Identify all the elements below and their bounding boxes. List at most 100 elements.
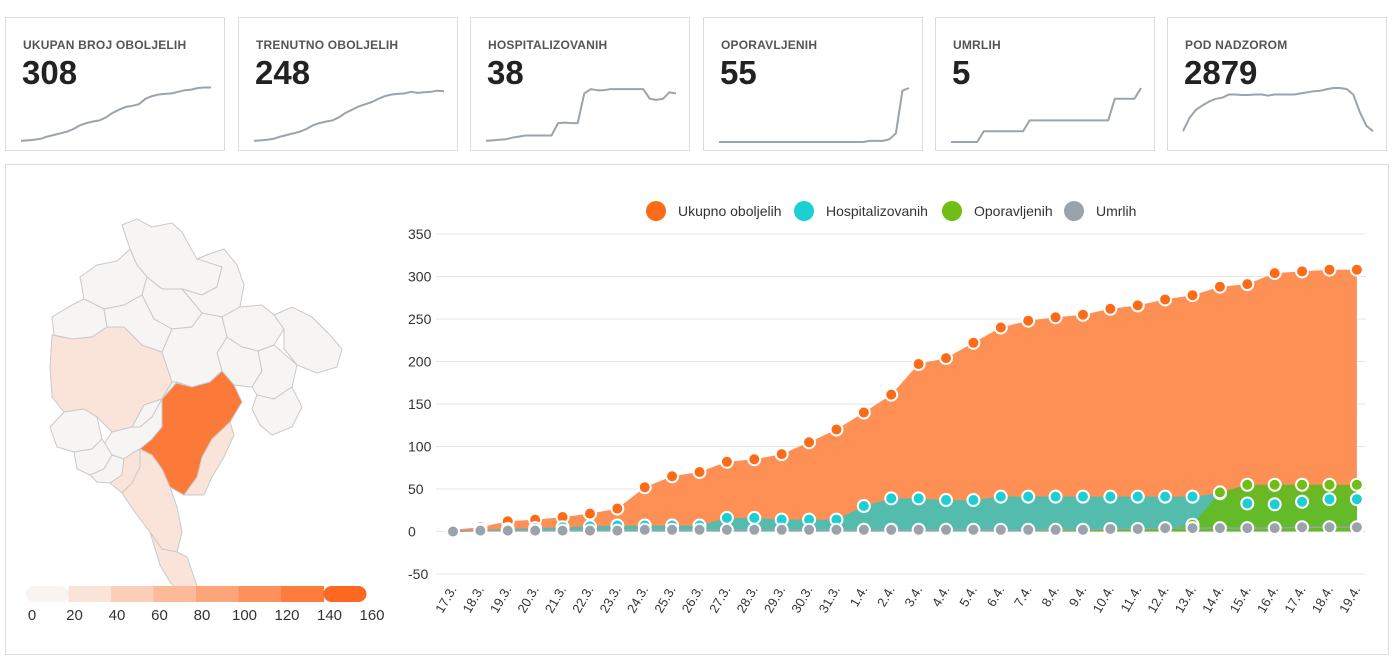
data-point[interactable] xyxy=(1267,477,1282,492)
legend-item[interactable]: Umrlih xyxy=(1064,201,1136,221)
data-point[interactable] xyxy=(966,522,981,537)
data-point[interactable] xyxy=(1212,485,1227,500)
data-point[interactable] xyxy=(582,523,597,538)
data-point[interactable] xyxy=(747,522,762,537)
data-point[interactable] xyxy=(637,522,652,537)
data-point[interactable] xyxy=(1295,264,1310,279)
data-point[interactable] xyxy=(719,522,734,537)
data-point[interactable] xyxy=(1295,494,1310,509)
data-point[interactable] xyxy=(1349,520,1364,535)
data-point[interactable] xyxy=(1349,477,1364,492)
data-point[interactable] xyxy=(856,499,871,513)
data-point[interactable] xyxy=(1267,497,1282,512)
data-point[interactable] xyxy=(1322,492,1337,507)
data-point[interactable] xyxy=(1349,492,1364,507)
data-point[interactable] xyxy=(1158,521,1173,536)
data-point[interactable] xyxy=(884,522,899,537)
data-point[interactable] xyxy=(1212,521,1227,536)
data-point[interactable] xyxy=(993,522,1008,537)
data-point[interactable] xyxy=(1240,496,1255,511)
data-point[interactable] xyxy=(1322,262,1337,277)
data-point[interactable] xyxy=(939,351,954,366)
data-point[interactable] xyxy=(802,435,817,450)
region-gusinje[interactable] xyxy=(251,386,303,436)
data-point[interactable] xyxy=(610,501,625,516)
data-point[interactable] xyxy=(665,469,680,484)
stat-card: POD NADZOROM 2879 xyxy=(1167,17,1387,151)
data-point[interactable] xyxy=(610,523,625,538)
data-point[interactable] xyxy=(1048,310,1063,325)
data-point[interactable] xyxy=(500,523,515,538)
x-tick-label: 5.4. xyxy=(956,583,980,609)
data-point[interactable] xyxy=(1103,521,1118,536)
data-point[interactable] xyxy=(774,522,789,537)
data-point[interactable] xyxy=(1021,313,1036,328)
data-point[interactable] xyxy=(1322,520,1337,535)
data-point[interactable] xyxy=(856,522,871,537)
data-point[interactable] xyxy=(1075,489,1090,504)
region-tuzi[interactable] xyxy=(183,421,235,496)
data-point[interactable] xyxy=(911,522,926,537)
data-point[interactable] xyxy=(555,523,570,538)
data-point[interactable] xyxy=(1185,521,1200,536)
data-point[interactable] xyxy=(1267,521,1282,536)
data-point[interactable] xyxy=(1240,521,1255,536)
data-point[interactable] xyxy=(473,523,488,538)
data-point[interactable] xyxy=(1295,477,1310,492)
data-point[interactable] xyxy=(1322,477,1337,492)
data-point[interactable] xyxy=(774,447,789,462)
data-point[interactable] xyxy=(1158,489,1173,504)
data-point[interactable] xyxy=(1075,307,1090,322)
data-point[interactable] xyxy=(747,510,762,525)
data-point[interactable] xyxy=(802,522,817,537)
data-point[interactable] xyxy=(829,522,844,537)
data-point[interactable] xyxy=(665,522,680,537)
data-point[interactable] xyxy=(1158,292,1173,307)
data-point[interactable] xyxy=(1185,288,1200,303)
data-point[interactable] xyxy=(966,335,981,350)
data-point[interactable] xyxy=(966,493,981,508)
data-point[interactable] xyxy=(1240,477,1255,492)
region-rozaje[interactable] xyxy=(273,306,343,374)
data-point[interactable] xyxy=(1212,279,1227,294)
data-point[interactable] xyxy=(1021,489,1036,504)
legend-item[interactable]: Hospitalizovanih xyxy=(794,201,928,221)
data-point[interactable] xyxy=(528,523,543,538)
y-tick-label: 200 xyxy=(408,354,432,370)
data-point[interactable] xyxy=(1349,262,1364,277)
data-point[interactable] xyxy=(692,465,707,479)
data-point[interactable] xyxy=(911,357,926,372)
data-point[interactable] xyxy=(1267,266,1282,281)
data-point[interactable] xyxy=(993,489,1008,504)
data-point[interactable] xyxy=(1130,521,1145,536)
data-point[interactable] xyxy=(446,524,460,539)
data-point[interactable] xyxy=(1240,277,1255,292)
legend-item[interactable]: Ukupno oboljelih xyxy=(646,201,782,221)
data-point[interactable] xyxy=(911,491,926,506)
data-point[interactable] xyxy=(1295,520,1310,535)
data-point[interactable] xyxy=(829,422,844,437)
data-point[interactable] xyxy=(993,320,1008,335)
data-point[interactable] xyxy=(1048,489,1063,504)
data-point[interactable] xyxy=(1185,489,1200,504)
data-point[interactable] xyxy=(1103,489,1118,504)
data-point[interactable] xyxy=(884,491,899,506)
data-point[interactable] xyxy=(1021,522,1036,537)
data-point[interactable] xyxy=(582,506,597,521)
data-point[interactable] xyxy=(747,452,762,467)
data-point[interactable] xyxy=(1103,301,1118,316)
data-point[interactable] xyxy=(719,454,734,469)
data-point[interactable] xyxy=(637,480,652,495)
data-point[interactable] xyxy=(856,405,871,420)
data-point[interactable] xyxy=(1075,522,1090,537)
data-point[interactable] xyxy=(692,522,707,537)
data-point[interactable] xyxy=(1130,298,1145,313)
data-point[interactable] xyxy=(1130,489,1145,504)
region-herceg-novi[interactable] xyxy=(49,408,103,453)
data-point[interactable] xyxy=(939,522,954,537)
data-point[interactable] xyxy=(939,493,954,508)
data-point[interactable] xyxy=(1048,522,1063,537)
legend-item[interactable]: Oporavljenih xyxy=(942,201,1053,221)
data-point[interactable] xyxy=(719,510,734,525)
data-point[interactable] xyxy=(884,387,899,402)
